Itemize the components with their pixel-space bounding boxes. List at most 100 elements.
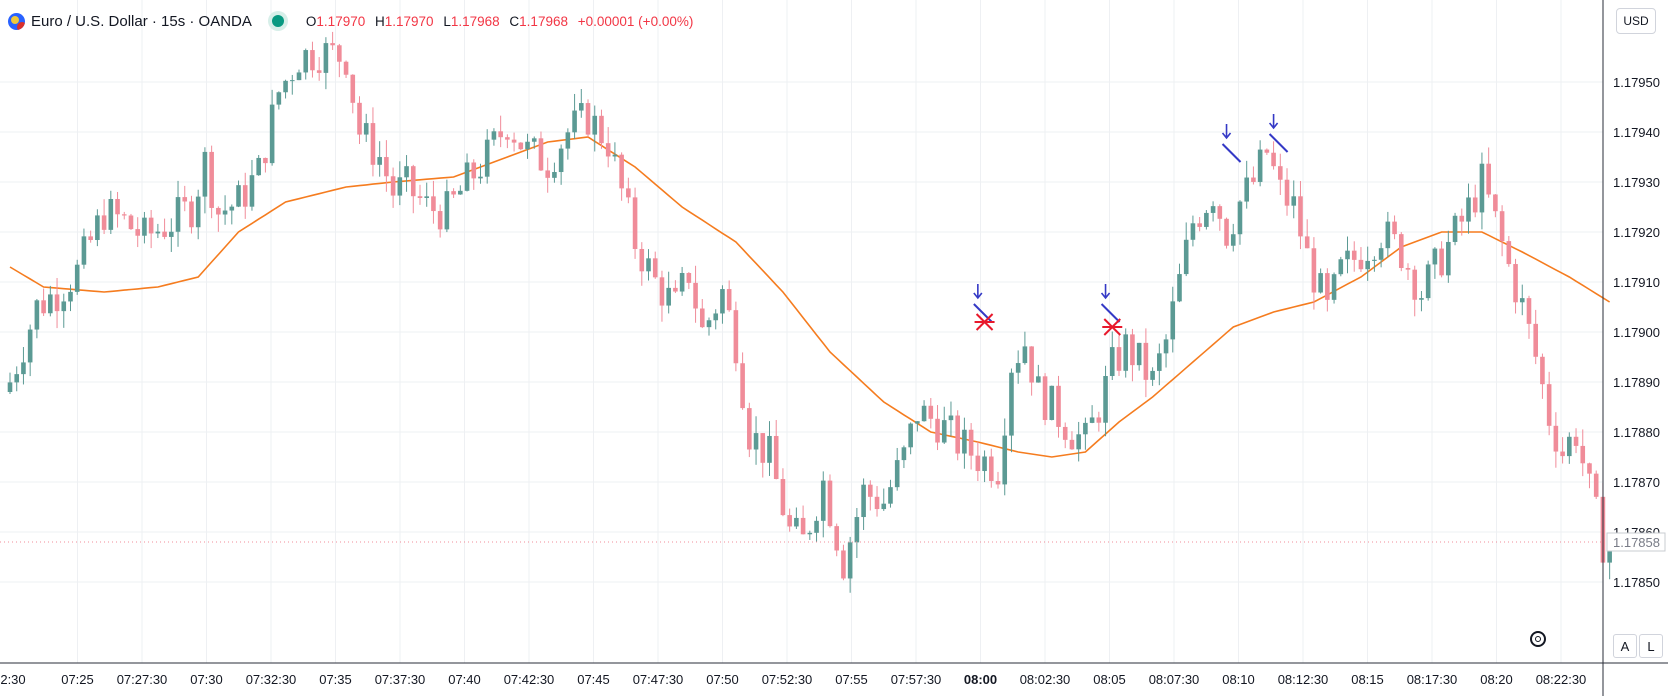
price-tick-label: 1.17890 (1613, 375, 1660, 390)
price-tick-label: 1.17930 (1613, 175, 1660, 190)
time-tick-label: 08:22:30 (1536, 672, 1587, 687)
candle-body (626, 188, 631, 198)
candle-body (1150, 370, 1155, 380)
candle-body (1237, 201, 1243, 235)
candle-body (706, 320, 712, 328)
candle-body (68, 291, 73, 302)
candle-body (1278, 166, 1283, 180)
close-label: C (509, 13, 520, 29)
candle-body (1204, 212, 1209, 227)
candle-body (767, 435, 772, 463)
time-tick-label: 08:02:30 (1020, 672, 1071, 687)
candle-body (538, 138, 544, 171)
candle-body (498, 131, 503, 138)
candle-body (1089, 417, 1095, 423)
symbol-title[interactable]: Euro / U.S. Dollar · 15s · OANDA (31, 12, 252, 30)
candle-body (1351, 250, 1357, 260)
candle-body (484, 139, 490, 177)
candle-body (1177, 274, 1182, 302)
auto-scale-button[interactable]: A (1613, 634, 1637, 658)
candle-body (699, 308, 705, 328)
candle-body (1257, 149, 1263, 182)
candle-body (908, 423, 913, 448)
candle-body (1103, 376, 1108, 423)
candle-body (1271, 152, 1276, 167)
candle-body (236, 185, 241, 207)
candle-body (847, 542, 853, 579)
candle-body (410, 166, 416, 197)
time-tick-label: 08:12:30 (1278, 672, 1329, 687)
time-tick-label: 08:17:30 (1407, 672, 1458, 687)
candle-body (1123, 334, 1129, 371)
candle-body (962, 429, 967, 454)
candle-body (1452, 215, 1458, 242)
candle-body (888, 487, 893, 504)
candle-body (370, 123, 376, 165)
candle-body (585, 103, 591, 135)
candle-body (1546, 384, 1552, 426)
candle-body (1157, 353, 1162, 371)
candle-body (343, 61, 349, 75)
candlestick-series (7, 31, 1612, 593)
candle-body (1358, 259, 1364, 270)
candle-body (1573, 436, 1579, 446)
candle-body (673, 287, 678, 292)
price-tick-label: 1.17910 (1613, 275, 1660, 290)
candle-body (1143, 342, 1149, 380)
candle-body (713, 313, 719, 321)
time-tick-label: 07:30 (190, 672, 223, 687)
candle-body (330, 43, 335, 46)
candle-body (444, 191, 450, 230)
log-scale-button[interactable]: L (1639, 634, 1663, 658)
candle-body (1425, 264, 1431, 299)
down-arrow-marker (1221, 124, 1232, 140)
candle-body (975, 455, 981, 472)
candle-body (1291, 196, 1297, 206)
candle-body (1036, 376, 1041, 383)
candle-body (1345, 250, 1350, 260)
price-tick-label: 1.17900 (1613, 325, 1660, 340)
price-tick-label: 1.17950 (1613, 75, 1660, 90)
candle-body (988, 456, 994, 482)
candle-body (48, 294, 53, 314)
candle-body (1049, 385, 1055, 420)
candle-body (1210, 206, 1216, 213)
candle-body (915, 421, 920, 424)
price-tick-label: 1.17850 (1613, 575, 1660, 590)
currency-selector[interactable]: USD (1616, 8, 1656, 34)
price-tick-label: 1.17870 (1613, 475, 1660, 490)
time-tick-label: 07:42:30 (504, 672, 555, 687)
candle-body (1405, 267, 1411, 270)
candle-body (1002, 435, 1008, 485)
candle-body (1526, 298, 1532, 324)
candle-body (142, 217, 147, 236)
candle-body (1593, 473, 1599, 497)
candle-body (605, 143, 611, 157)
candle-body (209, 151, 214, 208)
price-tick-label: 1.17920 (1613, 225, 1660, 240)
candle-body (1264, 149, 1270, 153)
candle-body (451, 191, 456, 195)
candle-body (1230, 234, 1236, 246)
candle-body (1472, 197, 1478, 213)
candle-body (1096, 417, 1102, 423)
candle-body (1378, 248, 1384, 260)
candle-body (1519, 298, 1525, 303)
candle-body (95, 215, 100, 241)
current-price-label: 1.17858 (1613, 535, 1660, 550)
candle-body (861, 484, 866, 518)
settings-gear-icon[interactable] (1530, 631, 1546, 647)
candle-body (982, 456, 987, 472)
candle-body (854, 517, 860, 543)
candle-body (834, 526, 840, 551)
candle-body (458, 190, 463, 195)
candle-body (323, 43, 329, 73)
time-tick-label: 07:47:30 (633, 672, 684, 687)
candle-body (726, 289, 732, 311)
candle-body (679, 272, 685, 292)
high-label: H (375, 13, 385, 29)
candle-body (195, 196, 201, 228)
candle-body (1553, 425, 1559, 452)
candle-body (1251, 177, 1256, 182)
